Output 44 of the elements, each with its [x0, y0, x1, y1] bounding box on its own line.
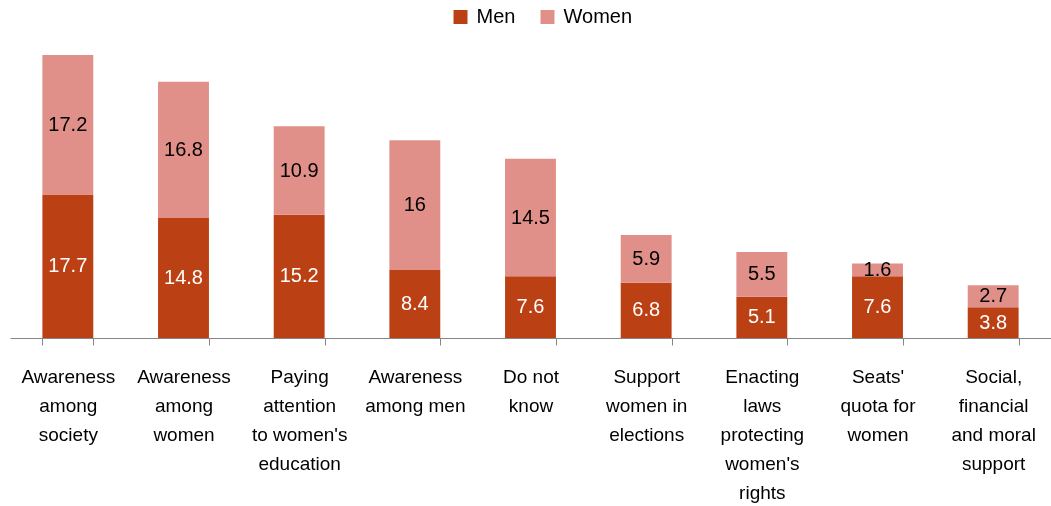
data-label: 5.1	[747, 305, 776, 328]
data-label: 7.6	[863, 295, 892, 318]
x-tick-label: Support women in elections	[605, 365, 688, 445]
bar	[389, 269, 441, 338]
x-tick-label: Awareness among society	[21, 365, 116, 445]
data-label: 15.2	[279, 264, 319, 287]
x-tick-label: Seats' quota for women	[840, 365, 917, 445]
x-tick-label: Enacting laws protecting women's rights	[720, 365, 805, 503]
x-tick-label: Do not know	[503, 365, 560, 416]
data-label: 16	[403, 193, 426, 216]
bar	[158, 217, 209, 338]
bar	[273, 214, 325, 338]
bar	[389, 140, 441, 270]
data-label: 17.2	[48, 112, 88, 135]
bar	[736, 252, 788, 297]
data-label: 14.8	[164, 265, 203, 288]
bar	[158, 81, 209, 218]
data-label: 17.7	[48, 254, 88, 277]
bar	[620, 282, 672, 338]
data-label: 6.8	[632, 298, 661, 321]
data-label: 16.8	[164, 137, 203, 160]
bar	[852, 276, 903, 338]
bar	[42, 194, 94, 338]
bar	[736, 296, 788, 338]
bar	[505, 158, 556, 277]
x-tick-label: Awareness among women	[137, 365, 231, 445]
legend-label: Men	[476, 5, 516, 27]
data-label: 1.6	[863, 257, 892, 280]
x-tick-label: Social, financial and moral support	[951, 365, 1036, 474]
data-label: 8.4	[400, 291, 429, 314]
bar	[42, 55, 94, 195]
data-label: 2.7	[979, 284, 1008, 307]
data-label: 10.9	[279, 158, 319, 181]
bar	[273, 126, 325, 215]
data-label: 5.5	[747, 262, 776, 285]
data-label: 14.5	[511, 205, 550, 228]
bar	[620, 235, 672, 283]
data-label: 7.6	[516, 295, 545, 318]
bar	[505, 276, 556, 338]
data-label: 5.9	[632, 246, 661, 269]
data-label: 3.8	[979, 310, 1008, 333]
x-tick-label: Awareness among men	[365, 365, 466, 416]
legend-label: Women	[563, 5, 633, 27]
x-tick-label: Paying attention to women's education	[251, 365, 348, 474]
